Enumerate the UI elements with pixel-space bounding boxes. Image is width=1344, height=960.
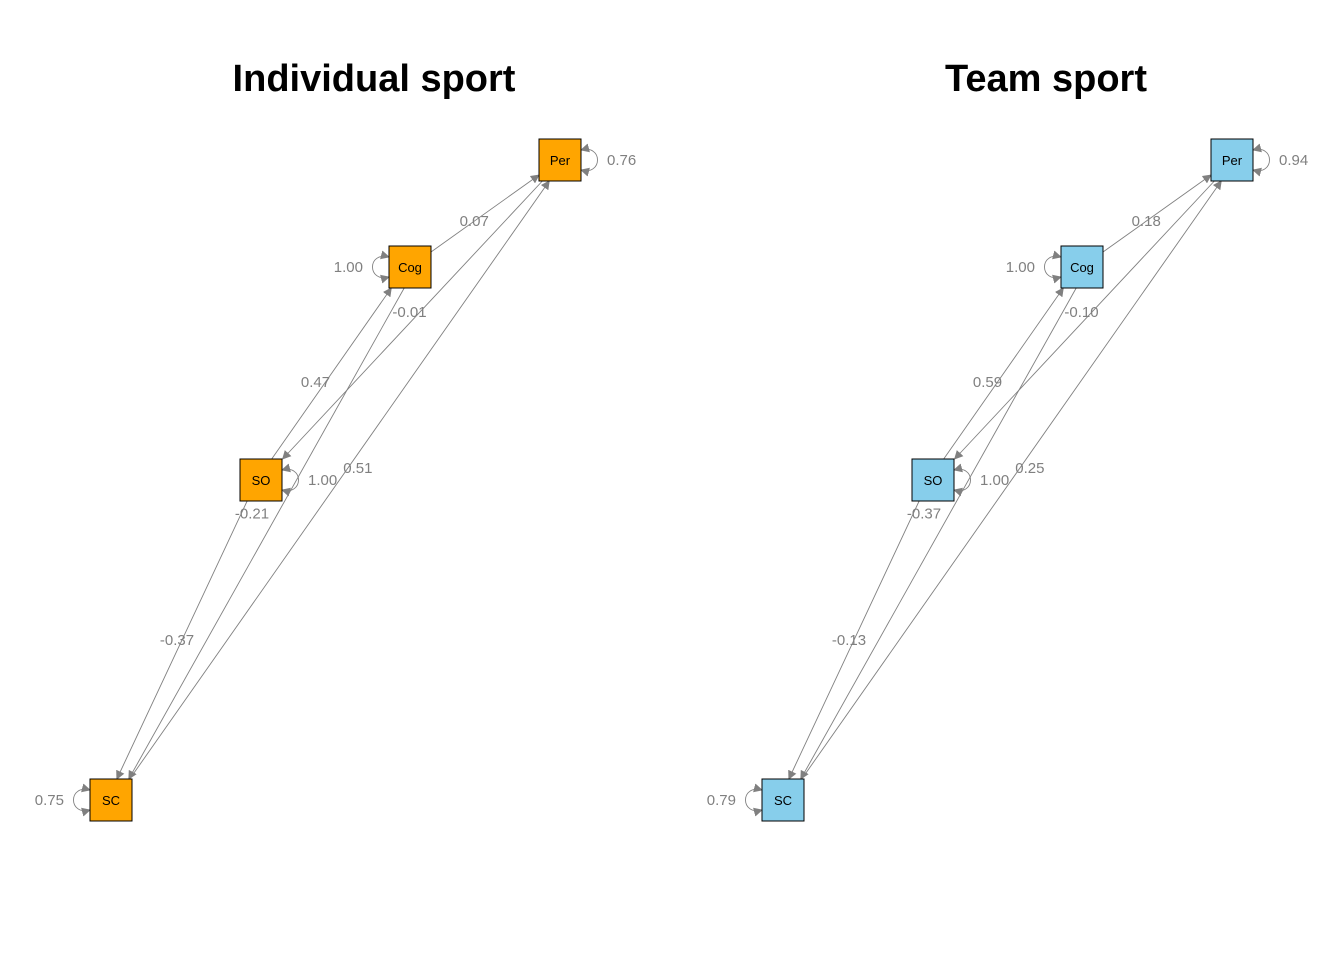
- variance-label-sc: 0.79: [707, 792, 736, 809]
- node-label: SO: [924, 473, 943, 488]
- node-sc: SC: [89, 778, 133, 822]
- variance-label-sc: 0.75: [35, 792, 64, 809]
- path-coefficient-label: -0.21: [235, 506, 269, 523]
- path-coefficient-label: 0.18: [1132, 213, 1161, 230]
- node-cog: Cog: [1060, 245, 1104, 289]
- variance-label-cog: 1.00: [1006, 259, 1035, 276]
- node-box: [89, 778, 133, 822]
- variance-loop-sc: [73, 783, 91, 817]
- path-coefficient-label: 0.25: [1015, 460, 1044, 477]
- node-label: SC: [102, 793, 120, 808]
- variance-loop-per: [1252, 143, 1270, 177]
- path-coefficient-label: -0.10: [1064, 304, 1098, 321]
- node-box: [911, 458, 955, 502]
- node-cog: Cog: [388, 245, 432, 289]
- path-per-to-so: [282, 180, 543, 460]
- path-coefficient-label: 0.59: [973, 374, 1002, 391]
- path-coefficient-label: -0.01: [392, 304, 426, 321]
- path-cog-to-sc: [800, 287, 1077, 780]
- variance-label-so: 1.00: [308, 472, 337, 489]
- path-sc-to-per: [801, 180, 1222, 780]
- variance-loop-cog: [1044, 250, 1062, 284]
- node-box: [538, 138, 582, 182]
- variance-loop-cog: [372, 250, 390, 284]
- node-label: SO: [252, 473, 271, 488]
- path-so-to-sc: [116, 500, 248, 780]
- variance-loop-so: [953, 463, 971, 497]
- variance-loop-sc: [745, 783, 763, 817]
- path-cog-to-sc: [128, 287, 405, 780]
- node-per: Per: [538, 138, 582, 182]
- node-box: [388, 245, 432, 289]
- variance-label-per: 0.94: [1279, 152, 1308, 169]
- panel-title-individual: Individual sport: [232, 58, 516, 100]
- node-label: Per: [1222, 153, 1243, 168]
- variance-loop-so: [281, 463, 299, 497]
- node-per: Per: [1210, 138, 1254, 182]
- panel-individual-sport: 0.07 -0.01 0.47 0.51 -0.21 -0.37 0.76 1.00 1.00 0…: [35, 138, 636, 822]
- panel-title-team: Team sport: [944, 58, 1147, 100]
- node-sc: SC: [761, 778, 805, 822]
- node-label: Cog: [398, 260, 422, 275]
- variance-label-per: 0.76: [607, 152, 636, 169]
- node-box: [239, 458, 283, 502]
- path-coefficient-label: -0.37: [160, 632, 194, 649]
- path-per-to-so: [954, 180, 1215, 460]
- variance-label-cog: 1.00: [334, 259, 363, 276]
- node-so: SO: [911, 458, 955, 502]
- variance-loop-per: [580, 143, 598, 177]
- node-so: SO: [239, 458, 283, 502]
- path-coefficient-label: 0.47: [301, 374, 330, 391]
- path-so-to-cog: [943, 287, 1064, 460]
- path-coefficient-label: -0.37: [907, 506, 941, 523]
- path-cog-to-per: [1102, 174, 1212, 253]
- path-coefficient-label: 0.07: [460, 213, 489, 230]
- node-box: [761, 778, 805, 822]
- path-cog-to-per: [430, 174, 540, 253]
- path-so-to-sc: [788, 500, 920, 780]
- path-coefficient-label: 0.51: [343, 460, 372, 477]
- node-label: Cog: [1070, 260, 1094, 275]
- node-box: [1210, 138, 1254, 182]
- path-so-to-cog: [271, 287, 392, 460]
- node-label: Per: [550, 153, 571, 168]
- panel-team-sport: 0.18 -0.10 0.59 0.25 -0.37 -0.13 0.94 1.00 1.00 0…: [707, 138, 1308, 822]
- path-coefficient-label: -0.13: [832, 632, 866, 649]
- path-sc-to-per: [129, 180, 550, 780]
- variance-label-so: 1.00: [980, 472, 1009, 489]
- node-label: SC: [774, 793, 792, 808]
- node-box: [1060, 245, 1104, 289]
